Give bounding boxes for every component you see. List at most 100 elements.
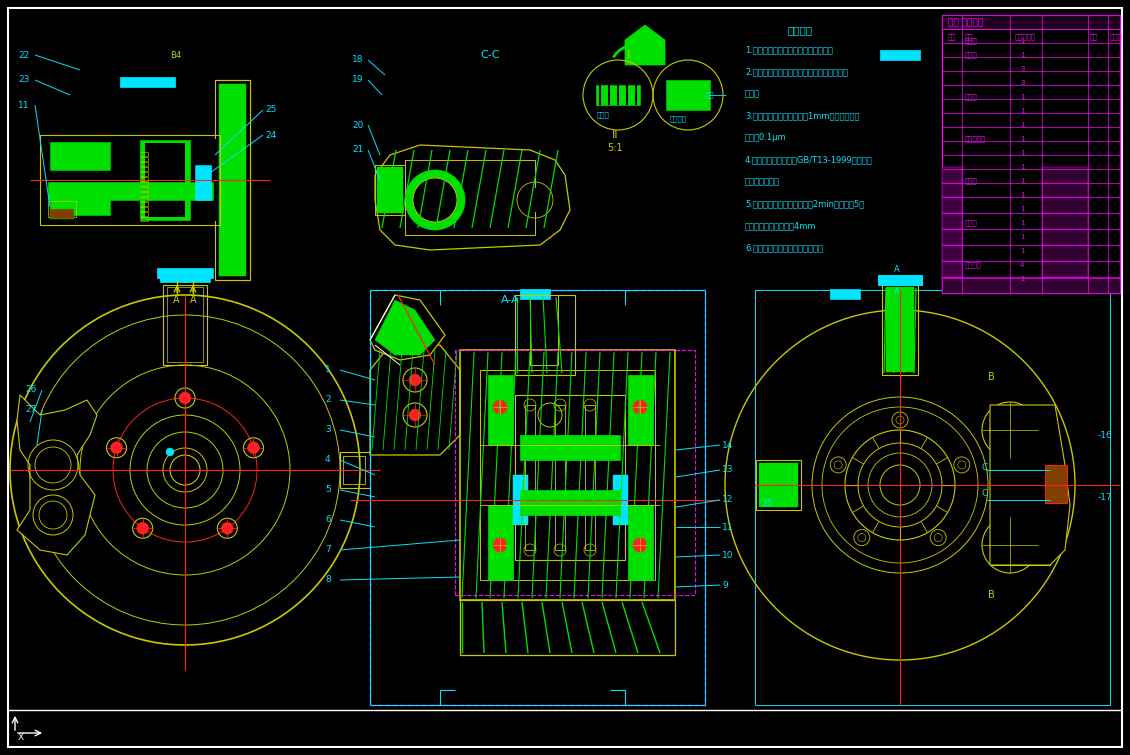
Bar (405, 160, 534, 235)
Bar (195, 165, 211, 200)
Bar (344, 456, 365, 484)
Bar (628, 375, 653, 445)
Text: B4: B4 (170, 51, 181, 60)
Bar (219, 84, 246, 276)
Text: 1: 1 (1020, 136, 1025, 142)
Circle shape (111, 442, 122, 454)
Text: X: X (18, 732, 24, 741)
Polygon shape (375, 300, 435, 355)
Bar (883, 285, 918, 375)
Bar (886, 287, 914, 372)
Bar (942, 277, 962, 293)
Bar (831, 289, 860, 299)
Text: I: I (626, 50, 629, 60)
Text: 背夹板: 背夹板 (965, 94, 977, 100)
Text: 1: 1 (1020, 108, 1025, 114)
Text: 技术要求: 技术要求 (788, 25, 812, 35)
Bar (455, 350, 695, 595)
Bar (370, 290, 705, 705)
Bar (405, 160, 534, 235)
Bar (525, 405, 534, 550)
Bar (942, 167, 962, 183)
Polygon shape (375, 145, 570, 250)
Text: 1: 1 (1020, 220, 1025, 226)
Bar (612, 475, 628, 525)
Text: 4: 4 (325, 455, 331, 464)
Text: 3.左制动盘最大直径走向内1mm，表面粗糙度: 3.左制动盘最大直径走向内1mm，表面粗糙度 (745, 112, 860, 121)
Bar (40, 135, 220, 225)
Text: 11: 11 (18, 100, 29, 109)
Bar (183, 277, 188, 282)
Text: 4.其余技术条件应符合GB/T13-1999《鼓条制: 4.其余技术条件应符合GB/T13-1999《鼓条制 (745, 156, 872, 165)
Bar (1042, 197, 1088, 213)
Bar (756, 460, 801, 510)
Text: 局限: 局限 (706, 91, 714, 98)
Text: 更改文件号: 更改文件号 (1015, 34, 1036, 40)
Text: 19: 19 (353, 76, 364, 85)
Bar (140, 140, 190, 220)
Text: A: A (894, 266, 899, 275)
Bar (460, 350, 675, 600)
Text: 3: 3 (1020, 80, 1025, 86)
Bar (942, 213, 962, 229)
Text: 14: 14 (722, 440, 733, 449)
Text: 1: 1 (1020, 150, 1025, 156)
Text: 光滑孔壁: 光滑孔壁 (670, 116, 687, 122)
Bar (942, 197, 962, 213)
Bar (375, 165, 405, 215)
Text: 5: 5 (325, 485, 331, 495)
Text: 1: 1 (1020, 94, 1025, 100)
Bar (1042, 277, 1088, 293)
Text: 处数: 处数 (965, 34, 974, 40)
Bar (518, 398, 622, 557)
Bar (1042, 245, 1088, 261)
Text: 中钻孔: 中钻孔 (965, 220, 977, 226)
Bar (515, 395, 625, 560)
Circle shape (633, 538, 647, 552)
Polygon shape (625, 25, 664, 65)
Circle shape (523, 188, 547, 212)
Text: 1: 1 (1020, 276, 1025, 282)
Text: C-C: C-C (480, 50, 499, 60)
Bar (878, 275, 922, 285)
Text: 制动块: 制动块 (965, 38, 977, 45)
Bar (167, 287, 203, 362)
Text: 签字: 签字 (1090, 34, 1098, 40)
Bar (666, 80, 710, 110)
Bar (1042, 229, 1088, 245)
Text: 钳鼓 成制动器: 钳鼓 成制动器 (948, 19, 983, 27)
Text: 8: 8 (325, 575, 331, 584)
Bar (47, 182, 212, 200)
Text: C: C (982, 488, 989, 498)
Bar (1042, 181, 1088, 197)
Bar (488, 375, 513, 445)
Text: II: II (611, 130, 618, 140)
Bar (1042, 167, 1088, 183)
Bar (50, 185, 110, 215)
Text: 钟，胆内压力不能超过4mm: 钟，胆内压力不能超过4mm (745, 221, 817, 230)
Bar (480, 370, 655, 580)
Text: 15: 15 (762, 498, 774, 507)
Text: 7: 7 (325, 546, 331, 554)
Text: 5:1: 5:1 (607, 143, 623, 153)
Polygon shape (17, 395, 97, 555)
Bar (163, 285, 207, 365)
Bar (460, 600, 675, 655)
Circle shape (1000, 535, 1020, 555)
Text: 21: 21 (353, 146, 364, 155)
Text: 22: 22 (18, 51, 29, 60)
Text: 20: 20 (353, 121, 364, 130)
Circle shape (493, 400, 507, 414)
Bar (628, 505, 653, 580)
Bar (880, 50, 920, 60)
Bar (120, 77, 175, 87)
Circle shape (166, 448, 174, 456)
Text: 12: 12 (722, 495, 733, 504)
Bar (480, 370, 655, 580)
Bar (513, 475, 528, 525)
Text: 1: 1 (1020, 164, 1025, 170)
Bar (1045, 465, 1067, 503)
Bar (44, 139, 216, 221)
Text: C: C (982, 463, 989, 472)
Bar (215, 80, 250, 280)
